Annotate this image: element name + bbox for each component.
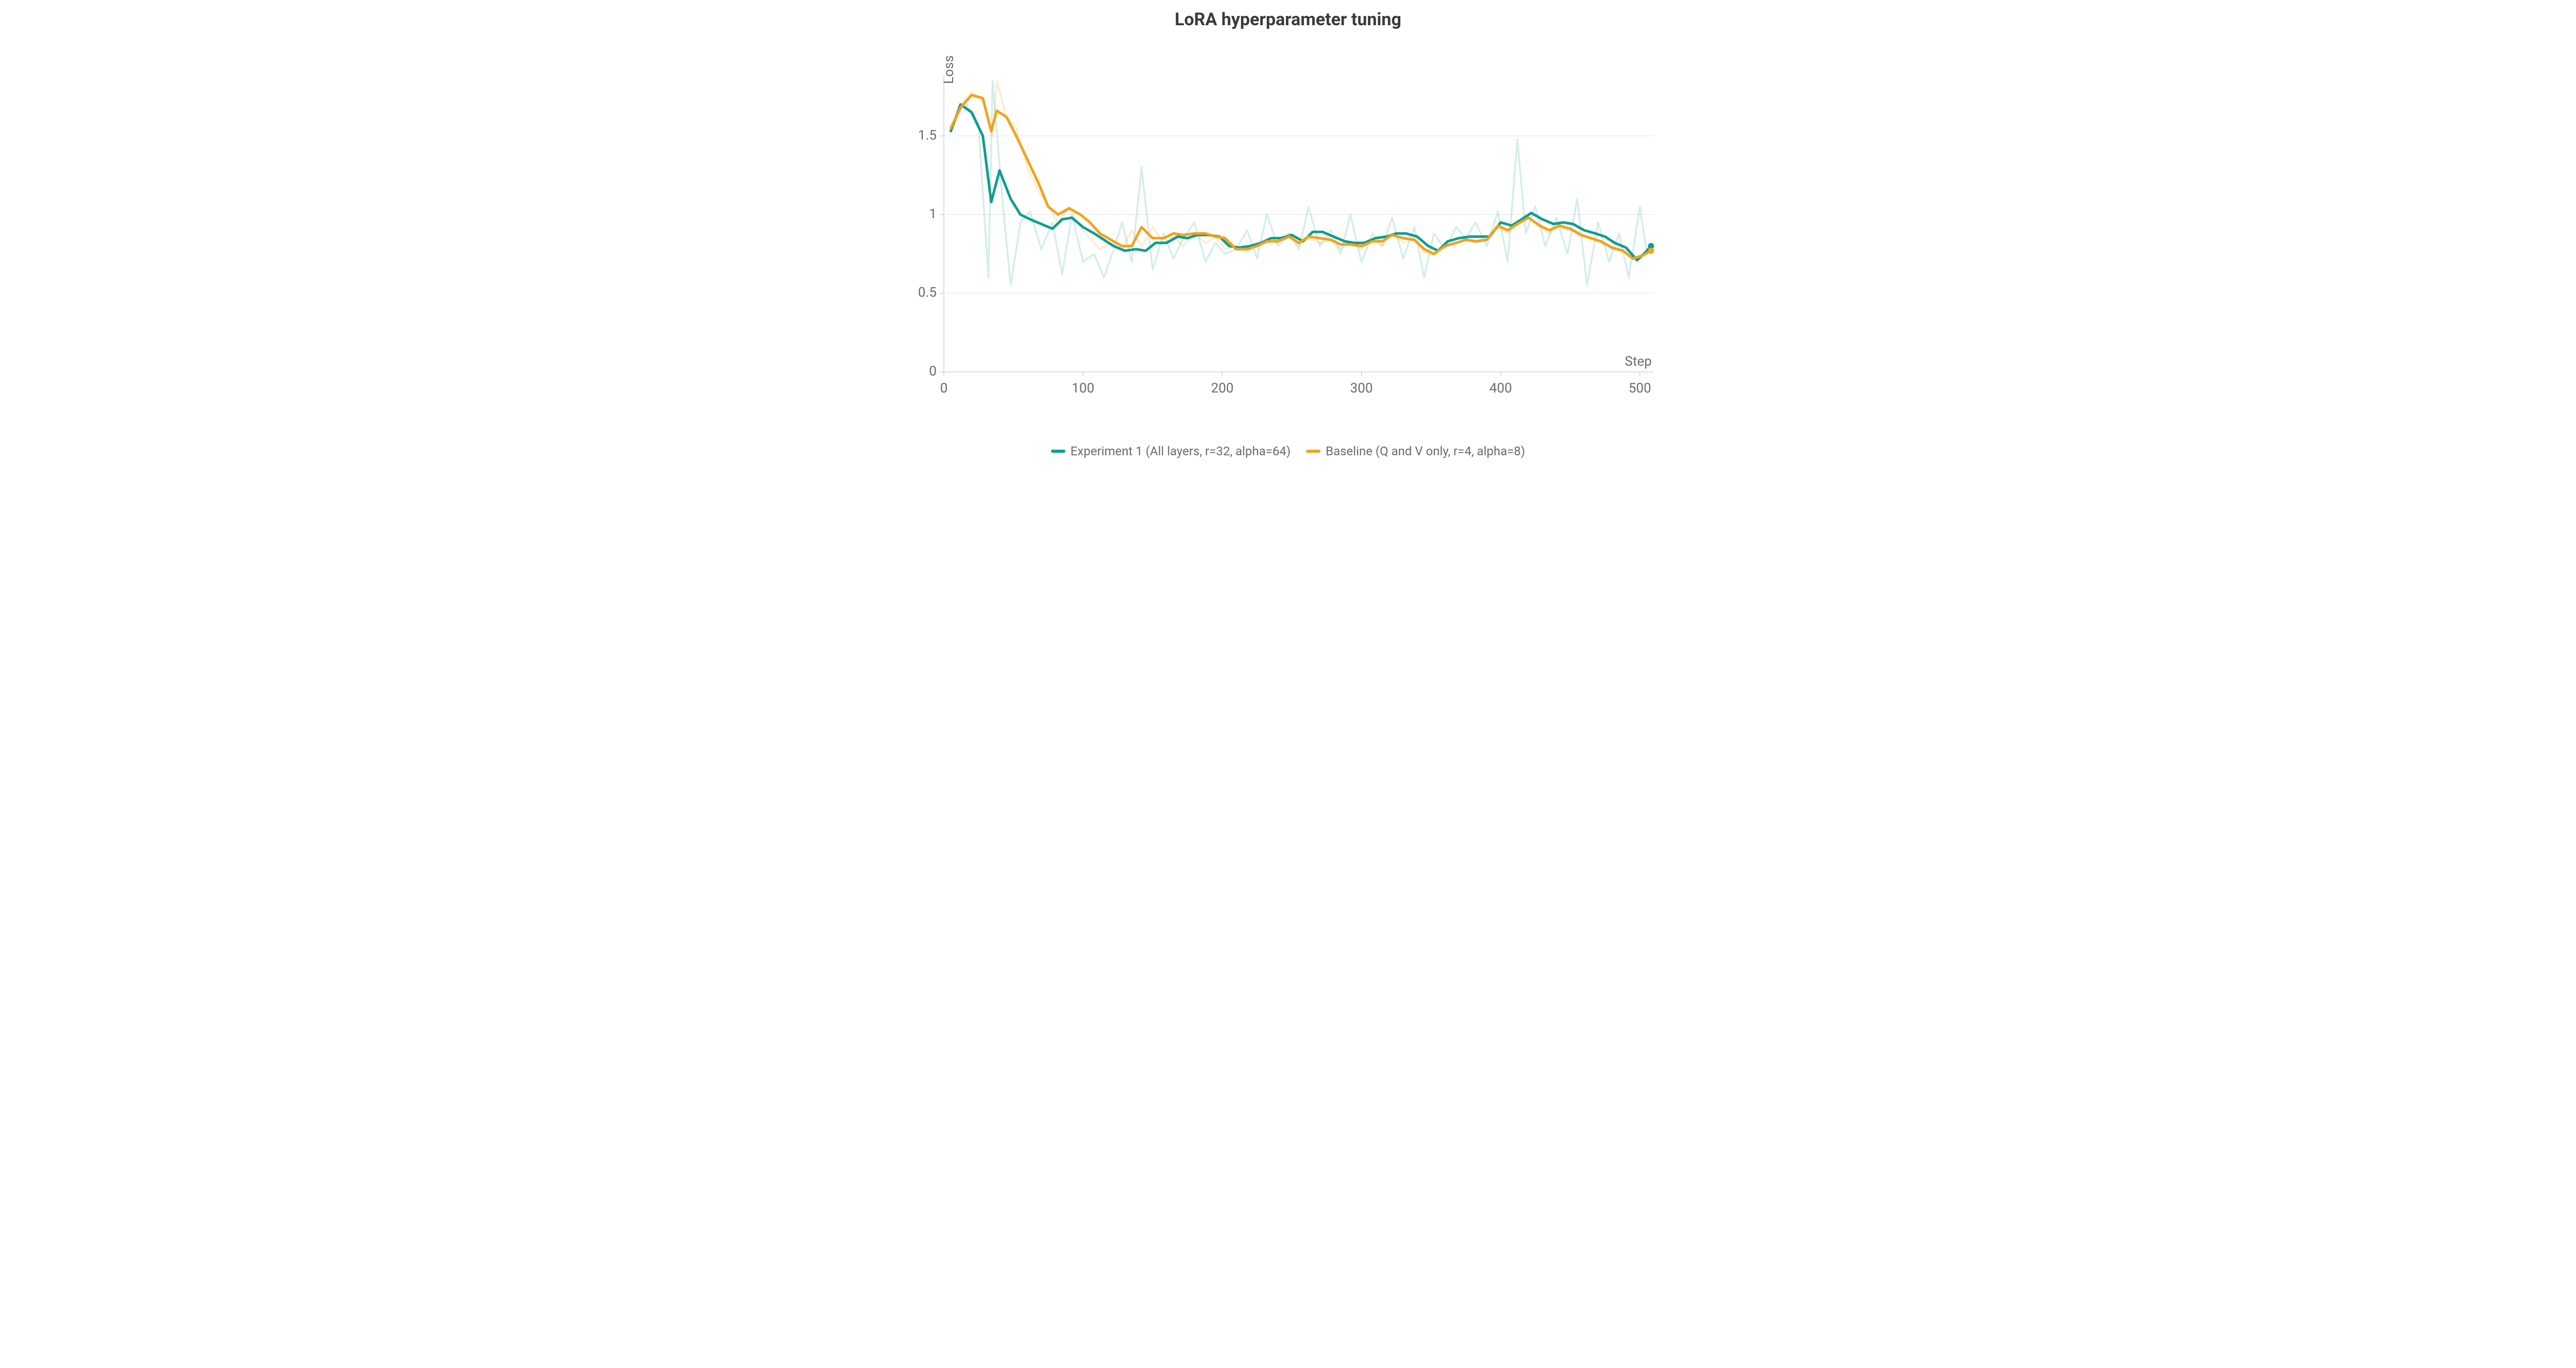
x-tick-label: 0 — [940, 381, 948, 396]
legend-item-exp1[interactable]: Experiment 1 (All layers, r=32, alpha=64… — [1051, 444, 1291, 458]
legend-item-baseline[interactable]: Baseline (Q and V only, r=4, alpha=8) — [1306, 444, 1525, 458]
chart-container: LoRA hyperparameter tuning 0 0.5 1 1.5 0 100 2… — [0, 0, 2576, 1368]
series-raw-exp1 — [951, 81, 1651, 285]
x-tick-label: 500 — [1629, 381, 1651, 396]
y-tick-label: 0 — [929, 364, 937, 379]
y-tick-label: 0.5 — [918, 285, 937, 300]
x-tick-label: 100 — [1072, 381, 1094, 396]
legend-label: Experiment 1 (All layers, r=32, alpha=64… — [1071, 444, 1291, 458]
x-tick-label: 200 — [1211, 381, 1233, 396]
legend: Experiment 1 (All layers, r=32, alpha=64… — [1051, 444, 1526, 458]
y-axis-title: Loss — [941, 55, 957, 84]
y-tick-label: 1.5 — [918, 128, 937, 143]
series-raw-baseline — [951, 81, 1651, 259]
legend-label: Baseline (Q and V only, r=4, alpha=8) — [1326, 444, 1525, 458]
legend-swatch — [1051, 450, 1065, 453]
legend-swatch — [1306, 450, 1320, 453]
line-chart: 0 0.5 1 1.5 0 100 200 300 400 500 Loss Step — [896, 32, 1680, 444]
x-axis-title: Step — [1625, 354, 1652, 369]
series-smooth-baseline — [951, 95, 1651, 259]
y-tick-label: 1 — [929, 206, 937, 221]
chart-title: LoRA hyperparameter tuning — [1175, 9, 1401, 30]
x-tick-label: 300 — [1350, 381, 1373, 396]
series-end-marker-baseline — [1648, 248, 1654, 254]
x-tick-label: 400 — [1489, 381, 1512, 396]
